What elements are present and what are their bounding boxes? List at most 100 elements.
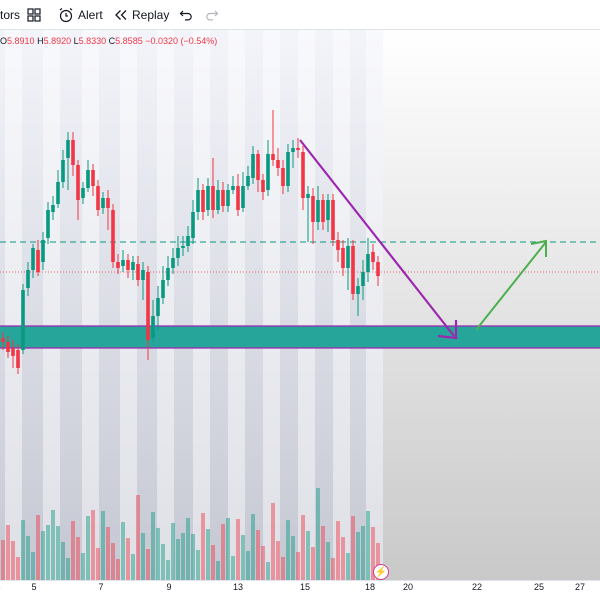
history-background xyxy=(0,30,383,580)
session-stripe xyxy=(333,30,350,580)
candle-body xyxy=(221,190,225,206)
session-stripe xyxy=(366,30,383,580)
ohlc-legend: O5.8910 H5.8920 L5.8330 C5.8585 −0.0320 … xyxy=(0,33,217,49)
session-stripe xyxy=(82,30,99,580)
time-label: 13 xyxy=(232,582,244,592)
volume-bar xyxy=(21,520,25,580)
high-value: 5.8920 xyxy=(43,36,72,46)
candle-body xyxy=(356,286,360,294)
volume-bar xyxy=(266,562,270,580)
volume-bar xyxy=(316,488,320,580)
volume-bar xyxy=(341,537,345,580)
candle-body xyxy=(361,272,365,286)
volume-bar xyxy=(11,541,15,580)
down-arrow-drawing[interactable] xyxy=(299,139,458,340)
volume-bar xyxy=(91,510,95,580)
lightning-icon: ⚡ xyxy=(374,566,388,578)
volume-bar xyxy=(96,548,100,580)
session-stripe xyxy=(193,30,210,580)
candle-body xyxy=(226,190,230,206)
time-label: 25 xyxy=(533,582,545,592)
open-key: O xyxy=(0,36,8,46)
volume-bar xyxy=(256,530,260,580)
candle-body xyxy=(301,152,305,198)
candle-body xyxy=(66,140,70,158)
volume-bar xyxy=(46,525,50,580)
candle-body xyxy=(181,246,185,248)
volume-bar xyxy=(56,526,60,580)
volume-bar xyxy=(156,528,160,580)
candle-body xyxy=(371,252,375,262)
low-value: 5.8330 xyxy=(78,36,107,46)
volume-bar xyxy=(151,512,155,580)
candle-body xyxy=(246,176,250,186)
candlesticks xyxy=(1,110,380,374)
price-chart[interactable] xyxy=(0,30,600,600)
candle-body xyxy=(311,196,315,222)
volume-bar xyxy=(226,518,230,580)
volume-bar xyxy=(371,527,375,580)
open-value: 5.8910 xyxy=(7,36,35,46)
candle-body xyxy=(151,316,155,338)
volume-bar xyxy=(26,536,30,580)
realtime-button[interactable]: ⚡ xyxy=(373,564,389,580)
candle-body xyxy=(141,270,145,280)
candle-body xyxy=(306,194,310,198)
alert-button[interactable]: Alert xyxy=(58,0,103,30)
indicators-button[interactable]: tors xyxy=(0,0,20,30)
volume-bar xyxy=(191,534,195,580)
volume-bar xyxy=(331,558,335,580)
candle-body xyxy=(266,154,270,190)
time-label: 7 xyxy=(98,582,104,592)
volume-bar xyxy=(321,526,325,580)
volume-bar xyxy=(166,560,170,580)
volume-bar xyxy=(141,533,145,580)
candle-body xyxy=(256,154,260,180)
candle-body xyxy=(91,170,95,186)
volume-bar xyxy=(376,543,380,580)
volume-bar xyxy=(41,531,45,580)
volume-bar xyxy=(171,523,175,580)
undo-button[interactable] xyxy=(179,0,193,30)
time-label: 5 xyxy=(31,582,37,592)
candle-body xyxy=(136,264,140,280)
candle-body xyxy=(186,236,190,246)
volume-bar xyxy=(101,511,105,580)
candle-body xyxy=(76,165,80,200)
time-axis[interactable] xyxy=(0,580,600,600)
candle-body xyxy=(211,186,215,210)
candle-body xyxy=(36,250,40,272)
volume-bars xyxy=(1,488,380,580)
candle-body xyxy=(261,180,265,192)
candle-body xyxy=(6,342,10,352)
candle-body xyxy=(31,248,35,270)
candle-body xyxy=(41,240,45,262)
time-label: 5 xyxy=(0,582,1,592)
time-label: 27 xyxy=(574,582,586,592)
candle-body xyxy=(146,272,150,340)
volume-bar xyxy=(201,513,205,580)
high-key: H xyxy=(37,36,44,46)
volume-bar xyxy=(261,546,265,580)
session-stripes xyxy=(5,30,383,580)
alarm-clock-icon xyxy=(59,8,73,23)
indicators-label: tors xyxy=(0,8,21,22)
candle-body xyxy=(321,200,325,222)
session-stripe xyxy=(120,30,137,580)
undo-icon xyxy=(179,10,192,21)
layout-button[interactable] xyxy=(27,0,41,30)
candle-body xyxy=(346,246,350,268)
redo-button[interactable] xyxy=(205,0,219,30)
volume-bar xyxy=(336,521,340,580)
candle-body xyxy=(1,338,5,342)
volume-bar xyxy=(36,515,40,580)
candle-body xyxy=(166,268,170,280)
volume-bar xyxy=(346,553,350,580)
volume-bar xyxy=(71,521,75,580)
demand-zone[interactable] xyxy=(0,326,600,348)
replay-button[interactable]: Replay xyxy=(114,0,169,30)
candle-body xyxy=(101,198,105,208)
volume-bar xyxy=(146,549,150,580)
up-arrow-drawing[interactable] xyxy=(475,239,547,331)
volume-bar xyxy=(361,526,365,580)
